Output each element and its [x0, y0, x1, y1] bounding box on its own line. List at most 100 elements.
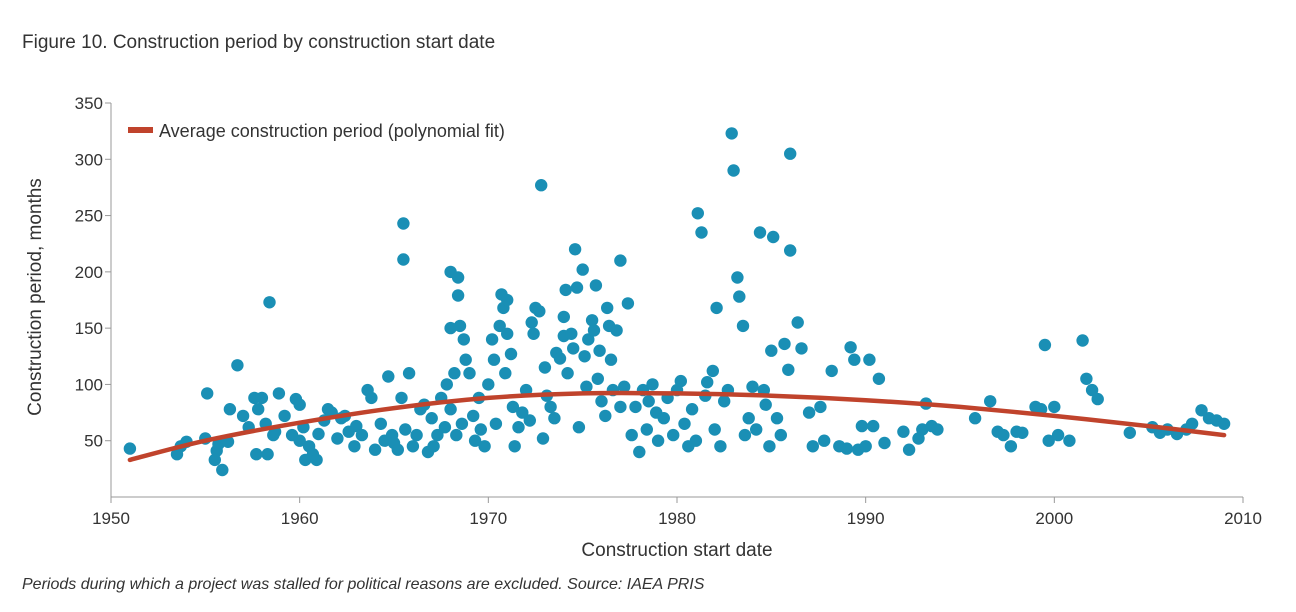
data-point — [568, 243, 582, 256]
data-point — [902, 443, 916, 456]
data-point — [444, 321, 457, 335]
data-point — [618, 380, 631, 393]
data-point — [685, 403, 699, 416]
data-point — [674, 374, 687, 388]
data-point — [508, 440, 521, 453]
data-point — [689, 434, 703, 447]
x-tick-label: 1980 — [658, 509, 696, 528]
data-point — [557, 310, 570, 324]
data-point — [1076, 334, 1089, 347]
data-point — [767, 230, 780, 244]
data-point — [778, 337, 791, 351]
data-point — [595, 395, 608, 408]
data-point — [516, 406, 529, 419]
data-point — [395, 391, 408, 405]
data-point — [223, 403, 237, 416]
data-point — [448, 367, 461, 380]
data-point — [501, 327, 514, 340]
data-point — [657, 412, 670, 425]
fit-line — [127, 390, 1227, 463]
data-point — [533, 305, 546, 318]
data-point — [212, 437, 225, 451]
data-point — [402, 367, 416, 380]
data-point — [451, 271, 465, 284]
data-point — [427, 440, 440, 453]
data-point — [691, 207, 704, 220]
data-point — [453, 319, 467, 333]
data-point — [310, 453, 323, 467]
data-point — [708, 423, 721, 436]
data-point — [642, 395, 655, 408]
data-point — [814, 400, 827, 414]
data-point — [231, 359, 244, 372]
data-point — [774, 428, 787, 442]
data-point — [614, 254, 627, 267]
data-points — [123, 127, 1231, 477]
data-point — [625, 428, 638, 442]
data-point — [818, 434, 831, 447]
data-point — [872, 372, 886, 385]
data-point — [523, 414, 536, 427]
data-point — [123, 442, 137, 455]
data-point — [440, 378, 453, 391]
data-point — [467, 409, 480, 423]
x-tick-label: 2010 — [1224, 509, 1262, 528]
data-point — [746, 380, 759, 393]
data-point — [293, 434, 306, 447]
y-tick-label: 50 — [84, 432, 103, 451]
data-point — [570, 281, 584, 294]
data-point — [438, 421, 452, 434]
data-point — [725, 127, 738, 140]
legend-label: Average construction period (polynomial … — [159, 121, 505, 141]
data-point — [252, 403, 265, 416]
data-point — [759, 398, 772, 411]
data-point — [651, 434, 665, 447]
data-point — [236, 409, 250, 423]
data-point — [589, 279, 603, 292]
data-point — [425, 412, 438, 425]
data-point — [931, 423, 944, 436]
y-tick-label: 350 — [75, 94, 103, 113]
data-point — [499, 367, 512, 380]
data-point — [391, 443, 404, 456]
data-point — [1063, 434, 1076, 447]
data-point — [599, 409, 612, 423]
data-point — [561, 367, 574, 380]
y-tick-label: 150 — [75, 319, 103, 338]
x-tick-label: 1960 — [281, 509, 319, 528]
data-point — [559, 283, 572, 297]
data-point — [355, 428, 369, 442]
fit-line-group — [127, 390, 1227, 463]
data-point — [501, 293, 514, 307]
x-tick-label: 1950 — [92, 509, 130, 528]
data-point — [1185, 417, 1199, 430]
data-point — [451, 289, 465, 302]
data-point — [997, 428, 1010, 442]
data-point — [736, 319, 750, 333]
chart-title: Figure 10. Construction period by constr… — [22, 32, 496, 53]
data-point — [1085, 383, 1099, 397]
data-point — [806, 440, 819, 453]
data-point — [331, 432, 344, 445]
data-point — [487, 353, 501, 366]
data-point — [493, 319, 506, 333]
data-point — [867, 419, 880, 433]
data-point — [216, 463, 229, 477]
y-tick-label: 100 — [75, 375, 103, 394]
data-point — [272, 387, 286, 400]
data-point — [791, 316, 804, 329]
data-point — [368, 443, 382, 456]
data-point — [897, 425, 910, 438]
data-point — [506, 400, 520, 414]
data-point — [468, 434, 482, 447]
data-point — [444, 403, 457, 416]
data-point — [591, 372, 604, 385]
data-point — [629, 400, 642, 414]
data-point — [1038, 338, 1052, 352]
data-point — [1195, 404, 1208, 417]
data-point — [1004, 440, 1018, 453]
data-point — [855, 419, 869, 433]
data-point — [374, 417, 387, 430]
data-point — [455, 417, 469, 430]
